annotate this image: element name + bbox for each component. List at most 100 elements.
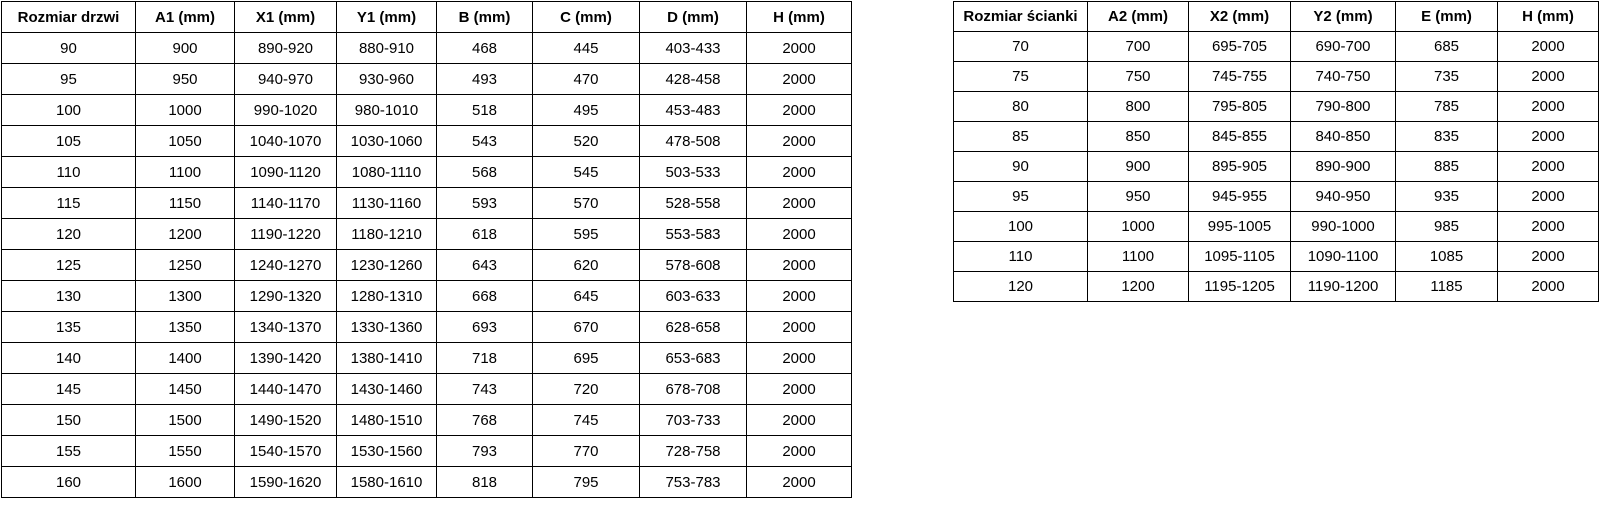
table-cell: 2000 (1497, 31, 1599, 62)
table-cell: 645 (532, 280, 640, 312)
table-cell: 1000 (1087, 211, 1189, 242)
table-cell: 720 (532, 373, 640, 405)
column-header: H (mm) (746, 1, 852, 33)
table-cell: 570 (532, 187, 640, 219)
table-cell: 940-970 (234, 63, 337, 95)
table-cell: 100 (1, 94, 136, 126)
table-cell: 718 (436, 342, 533, 374)
column-header: C (mm) (532, 1, 640, 33)
table-cell: 735 (1395, 61, 1498, 92)
table-cell: 1190-1220 (234, 218, 337, 250)
table-cell: 445 (532, 32, 640, 64)
wall-panel-sizes-table: Rozmiar ścianki A2 (mm) X2 (mm) Y2 (mm) E (m… (953, 1, 1599, 302)
table-row: 130 1300 1290-1320 1280-1310 668 645 603-633 20… (1, 280, 852, 312)
table-cell: 1330-1360 (336, 311, 437, 343)
column-header: Rozmiar ścianki (953, 1, 1088, 32)
table-row: 110 1100 1095-1105 1090-1100 1085 2000 (953, 241, 1599, 272)
table-cell: 800 (1087, 91, 1189, 122)
table-cell: 130 (1, 280, 136, 312)
table-cell: 120 (1, 218, 136, 250)
table-cell: 850 (1087, 121, 1189, 152)
table-cell: 900 (1087, 151, 1189, 182)
table-row: 150 1500 1490-1520 1480-1510 768 745 703-733 20… (1, 404, 852, 436)
table-cell: 940-950 (1290, 181, 1396, 212)
table-cell: 140 (1, 342, 136, 374)
table-cell: 1390-1420 (234, 342, 337, 374)
table-row: 110 1100 1090-1120 1080-1110 568 545 503-533 20… (1, 156, 852, 188)
table-cell: 90 (953, 151, 1088, 182)
table-cell: 1085 (1395, 241, 1498, 272)
column-header: B (mm) (436, 1, 533, 33)
table-cell: 568 (436, 156, 533, 188)
table-cell: 753-783 (639, 466, 747, 498)
table-cell: 1290-1320 (234, 280, 337, 312)
table-cell: 795-805 (1188, 91, 1291, 122)
table-cell: 1095-1105 (1188, 241, 1291, 272)
table-row: 85 850 845-855 840-850 835 2000 (953, 121, 1599, 152)
table-cell: 1040-1070 (234, 125, 337, 157)
table-cell: 740-750 (1290, 61, 1396, 92)
column-header: Y1 (mm) (336, 1, 437, 33)
table-row: 120 1200 1195-1205 1190-1200 1185 2000 (953, 271, 1599, 302)
table-cell: 835 (1395, 121, 1498, 152)
table-cell: 160 (1, 466, 136, 498)
table-cell: 100 (953, 211, 1088, 242)
table-cell: 2000 (1497, 151, 1599, 182)
table-cell: 1140-1170 (234, 187, 337, 219)
column-header: A1 (mm) (135, 1, 235, 33)
table-cell: 618 (436, 218, 533, 250)
table-cell: 685 (1395, 31, 1498, 62)
table-cell: 995-1005 (1188, 211, 1291, 242)
table-cell: 2000 (1497, 91, 1599, 122)
table-cell: 1400 (135, 342, 235, 374)
table-cell: 1500 (135, 404, 235, 436)
table-cell: 1080-1110 (336, 156, 437, 188)
table-cell: 2000 (746, 280, 852, 312)
table-cell: 495 (532, 94, 640, 126)
table-cell: 85 (953, 121, 1088, 152)
table-cell: 1180-1210 (336, 218, 437, 250)
table-cell: 628-658 (639, 311, 747, 343)
table-cell: 1150 (135, 187, 235, 219)
table-cell: 700 (1087, 31, 1189, 62)
table-cell: 2000 (746, 125, 852, 157)
table-row: 160 1600 1590-1620 1580-1610 818 795 753-783 20… (1, 466, 852, 498)
table-cell: 2000 (746, 373, 852, 405)
table-row: 75 750 745-755 740-750 735 2000 (953, 61, 1599, 92)
table-cell: 110 (953, 241, 1088, 272)
table-cell: 1590-1620 (234, 466, 337, 498)
table-cell: 1200 (135, 218, 235, 250)
table-cell: 1195-1205 (1188, 271, 1291, 302)
table-cell: 1190-1200 (1290, 271, 1396, 302)
table-cell: 545 (532, 156, 640, 188)
table-cell: 1185 (1395, 271, 1498, 302)
table-row: 90 900 890-920 880-910 468 445 403-433 2000 (1, 32, 852, 64)
table-cell: 743 (436, 373, 533, 405)
table-cell: 745-755 (1188, 61, 1291, 92)
table-cell: 593 (436, 187, 533, 219)
table-cell: 1480-1510 (336, 404, 437, 436)
table-row: 105 1050 1040-1070 1030-1060 543 520 478-508 20… (1, 125, 852, 157)
table-cell: 1440-1470 (234, 373, 337, 405)
table-cell: 470 (532, 63, 640, 95)
table-cell: 2000 (746, 94, 852, 126)
table-cell: 105 (1, 125, 136, 157)
table-cell: 885 (1395, 151, 1498, 182)
column-header: D (mm) (639, 1, 747, 33)
header-row: Rozmiar drzwi A1 (mm) X1 (mm) Y1 (mm) B (mm)… (1, 1, 852, 33)
table-cell: 1340-1370 (234, 311, 337, 343)
table-cell: 695-705 (1188, 31, 1291, 62)
table-row: 125 1250 1240-1270 1230-1260 643 620 578-608 20… (1, 249, 852, 281)
table-cell: 768 (436, 404, 533, 436)
table-cell: 1540-1570 (234, 435, 337, 467)
table-cell: 990-1020 (234, 94, 337, 126)
table-cell: 603-633 (639, 280, 747, 312)
table-row: 95 950 945-955 940-950 935 2000 (953, 181, 1599, 212)
table-row: 90 900 895-905 890-900 885 2000 (953, 151, 1599, 182)
table-cell: 895-905 (1188, 151, 1291, 182)
column-header: Rozmiar drzwi (1, 1, 136, 33)
table-cell: 1280-1310 (336, 280, 437, 312)
column-header: H (mm) (1497, 1, 1599, 32)
table-cell: 1490-1520 (234, 404, 337, 436)
table-cell: 985 (1395, 211, 1498, 242)
